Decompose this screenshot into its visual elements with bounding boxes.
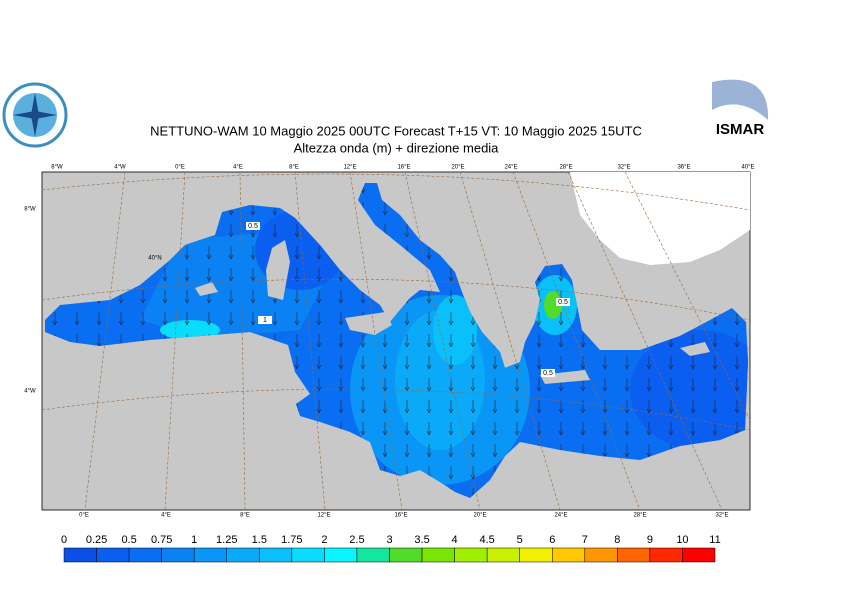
contour-label: 1: [263, 317, 267, 324]
title: NETTUNO-WAM 10 Maggio 2025 00UTC Forecas…: [150, 123, 642, 138]
lat-label: 4°W: [24, 389, 36, 395]
lon-label: 24°E: [504, 165, 517, 171]
legend-box: [161, 547, 195, 563]
crete: [540, 370, 590, 384]
legend-label: 0.75: [151, 534, 172, 546]
lon-label: 40°E: [741, 165, 754, 171]
legend-box: [63, 547, 97, 563]
lat-label: 8°W: [24, 207, 36, 213]
lon-label: 20°E: [473, 513, 486, 519]
contour-label: 0.5: [558, 299, 568, 306]
legend-box: [486, 547, 520, 563]
legend-box: [128, 547, 162, 563]
legend-label: 11: [709, 534, 720, 546]
legend-label: 9: [647, 534, 653, 546]
legend-label: 0.25: [86, 534, 107, 546]
contour-label-bg: [541, 369, 555, 377]
legend-label: 0: [61, 534, 67, 546]
legend-label: 1.75: [281, 534, 302, 546]
legend-label: 3: [386, 534, 392, 546]
legend-box: [324, 547, 358, 563]
contour-label: 0.5: [543, 370, 553, 377]
logo-text: ISMAR: [716, 121, 765, 138]
lon-label: 20°E: [451, 165, 464, 171]
legend-label: 8: [614, 534, 620, 546]
map: [41, 171, 751, 511]
lat-label: 40°N: [148, 256, 161, 262]
legend-box: [389, 547, 423, 563]
legend-box: [584, 547, 618, 563]
lon-label: 28°E: [559, 165, 572, 171]
lon-label: 32°E: [715, 513, 728, 519]
left-logo: [2, 82, 68, 148]
legend-box: [96, 547, 130, 563]
legend-label: 5: [517, 534, 523, 546]
legend-label: 10: [676, 534, 688, 546]
right-logo: ISMAR: [710, 79, 770, 140]
legend-box: [291, 547, 325, 563]
lon-label: 28°E: [633, 513, 646, 519]
contour-label-bg: [556, 298, 570, 306]
graticule: [41, 171, 751, 511]
lon-label: 8°E: [240, 513, 250, 519]
contour-label-bg: [258, 316, 272, 324]
overlay: 8°W 4°W 0°E 4°E 8°E 12°E 16°E 20°E 24°E 28°E 32°E 3…: [24, 165, 755, 563]
lon-label: 4°W: [114, 165, 126, 171]
legend-label: 4.5: [480, 534, 495, 546]
legend-box: [454, 547, 488, 563]
legend-label: 2: [321, 534, 327, 546]
legend-label: 2.5: [349, 534, 364, 546]
legend-box: [226, 547, 260, 563]
legend-label: 0.5: [121, 534, 136, 546]
lon-label: 12°E: [317, 513, 330, 519]
balearics: [195, 282, 218, 296]
legend-label: 1.25: [216, 534, 237, 546]
lon-label: 8°W: [51, 165, 63, 171]
legend-label: 7: [582, 534, 588, 546]
legend-box: [682, 547, 716, 563]
lon-label: 8°E: [289, 165, 299, 171]
lon-label: 36°E: [677, 165, 690, 171]
lon-label: 16°E: [394, 513, 407, 519]
legend-label: 4: [452, 534, 458, 546]
legend-label: 3.5: [414, 534, 429, 546]
lon-label: 16°E: [397, 165, 410, 171]
legend-box: [649, 547, 683, 563]
legend-box: [259, 547, 293, 563]
cyprus: [680, 342, 710, 356]
legend-label: 1: [191, 534, 197, 546]
lon-label: 4°E: [233, 165, 243, 171]
corsica-sardinia: [266, 240, 290, 300]
legend-box: [617, 547, 651, 563]
lon-label: 32°E: [617, 165, 630, 171]
legend-box: [421, 547, 455, 563]
land-unmapped: [570, 172, 750, 265]
sicily: [345, 312, 392, 335]
legend-label: 6: [549, 534, 555, 546]
lon-label: 24°E: [554, 513, 567, 519]
legend-label: 1.5: [252, 534, 267, 546]
lon-label: 4°E: [161, 513, 171, 519]
lon-label: 0°E: [175, 165, 185, 171]
contour-label: 0.5: [248, 223, 258, 230]
legend-box: [193, 547, 227, 563]
subtitle: Altezza onda (m) + direzione media: [294, 140, 500, 155]
legend-box: [356, 547, 390, 563]
contour-label-bg: [246, 222, 260, 230]
legend-box: [552, 547, 586, 563]
legend-box: [519, 547, 553, 563]
lon-label: 12°E: [343, 165, 356, 171]
lon-label: 0°E: [79, 513, 89, 519]
